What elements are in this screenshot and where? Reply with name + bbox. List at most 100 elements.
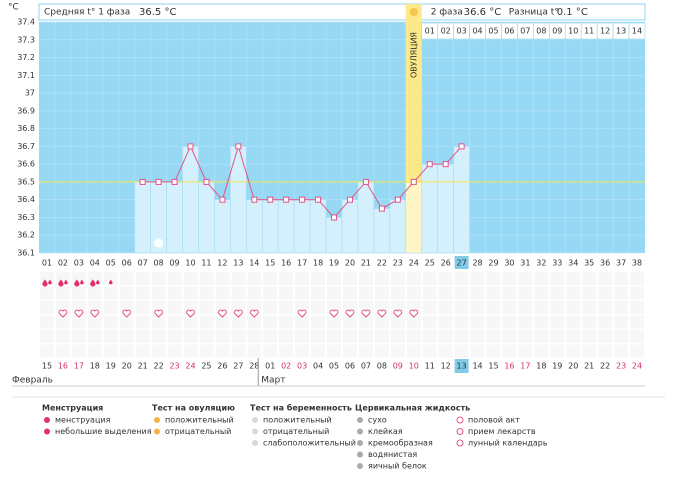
- legend-icon: [44, 428, 50, 435]
- date-label: 23: [616, 362, 626, 371]
- grid-cell: [215, 344, 230, 358]
- grid-cell: [215, 315, 230, 329]
- grid-cell: [327, 286, 341, 300]
- x-tick-label: 06: [122, 259, 132, 268]
- temperature-bar: [309, 199, 327, 254]
- grid-cell: [279, 315, 294, 329]
- grid-cell: [566, 330, 581, 343]
- grid-cell: [358, 272, 373, 285]
- legend-title: Менструация: [42, 404, 103, 413]
- temperature-bar: [373, 208, 391, 254]
- grid-cell: [598, 272, 613, 285]
- grid-cell: [614, 344, 629, 358]
- grid-cell: [343, 344, 357, 358]
- grid-cell: [151, 315, 166, 329]
- date-label: 16: [504, 362, 514, 371]
- grid-cell: [486, 286, 501, 300]
- header-box: [38, 3, 646, 21]
- grid-cell: [295, 344, 310, 358]
- grid-cell: [598, 301, 613, 314]
- grid-cell: [135, 301, 150, 314]
- phase2-day-label: 13: [616, 27, 626, 36]
- grid-cell: [390, 286, 405, 300]
- grid-cell: [470, 330, 485, 343]
- intercourse-icon: [297, 309, 307, 318]
- date-label: 03: [297, 362, 307, 371]
- grid-cell: [71, 330, 86, 343]
- legend-icon: [252, 428, 258, 435]
- grid-cell: [582, 272, 597, 285]
- x-tick-label: 38: [632, 259, 642, 268]
- grid-cell: [534, 272, 549, 285]
- x-tick-label: 26: [441, 259, 451, 268]
- lunar-icon: [154, 238, 164, 248]
- y-tick-label: 37: [25, 89, 35, 98]
- grid-cell: [311, 344, 326, 358]
- x-tick-label: 05: [106, 259, 116, 268]
- grid-cell: [438, 301, 453, 314]
- temperature-point: [426, 161, 433, 168]
- x-tick-label: 07: [138, 259, 148, 268]
- date-label: 12: [441, 362, 451, 371]
- legend-item: яичный белок: [368, 462, 427, 471]
- grid-cell: [550, 330, 565, 343]
- grid-cell: [454, 315, 469, 329]
- grid-cell: [119, 272, 134, 285]
- grid-cell: [614, 286, 629, 300]
- grid-cell: [630, 301, 644, 314]
- grid-cell: [199, 315, 214, 329]
- grid-cell: [534, 286, 549, 300]
- grid-cell: [358, 344, 373, 358]
- grid-cell: [103, 330, 118, 343]
- grid-cell: [295, 286, 310, 300]
- intercourse-icon: [249, 309, 259, 318]
- y-tick-label: 37.3: [17, 35, 35, 44]
- grid-cell: [279, 344, 294, 358]
- x-tick-label: 08: [154, 259, 164, 268]
- date-label: 19: [106, 362, 116, 371]
- grid-cell: [518, 330, 533, 343]
- legend-icon: [357, 417, 363, 423]
- menstruation-icon-small: [64, 279, 68, 285]
- x-tick-label: 34: [568, 259, 578, 268]
- x-tick-label: 31: [520, 259, 530, 268]
- grid-cell: [454, 344, 469, 358]
- date-label: 07: [361, 362, 371, 371]
- temperature-point: [299, 196, 306, 203]
- grid-cell: [534, 344, 549, 358]
- grid-cell: [390, 272, 405, 285]
- temperature-bar: [437, 163, 454, 254]
- temperature-bar: [214, 199, 231, 254]
- date-label: 24: [185, 362, 195, 371]
- phase2-day-label: 02: [441, 27, 451, 36]
- legend-icon: [456, 428, 464, 435]
- grid-cell: [71, 344, 86, 358]
- temperature-bar: [293, 199, 311, 254]
- grid-cell: [263, 286, 278, 300]
- spotting-icon: [108, 279, 113, 285]
- x-tick-label: 12: [217, 259, 227, 268]
- temperature-point: [251, 196, 258, 203]
- grid-cell: [103, 301, 118, 314]
- grid-cell: [199, 330, 214, 343]
- grid-cell: [263, 315, 278, 329]
- grid-cell: [231, 272, 246, 285]
- legend-item: половой акт: [468, 416, 520, 425]
- legend-icon: [252, 440, 258, 446]
- legend-title: Тест на овуляцию: [152, 404, 235, 413]
- grid-cell: [406, 286, 421, 300]
- phase2-day-label: 14: [632, 27, 642, 36]
- grid-cell: [279, 272, 294, 285]
- grid-cell: [103, 272, 118, 285]
- x-tick-label: 24: [409, 259, 419, 268]
- menstruation-icon: [42, 279, 48, 287]
- intercourse-icon: [345, 309, 355, 318]
- grid-cell: [566, 272, 581, 285]
- grid-cell: [582, 315, 597, 329]
- date-label: 24: [632, 362, 642, 371]
- grid-cell: [199, 272, 214, 285]
- grid-cell: [518, 344, 533, 358]
- x-tick-label: 21: [361, 259, 371, 268]
- phase2-day-label: 05: [488, 27, 498, 36]
- grid-cell: [614, 301, 629, 314]
